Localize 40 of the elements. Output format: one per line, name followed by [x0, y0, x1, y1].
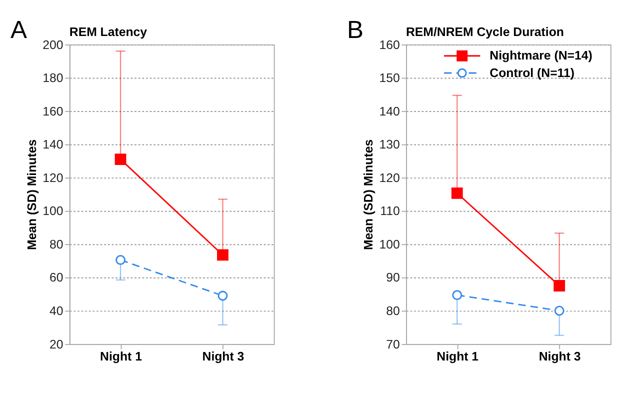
point: [554, 306, 564, 316]
y-tick-label: 160: [42, 104, 64, 118]
y-tick-label: 180: [42, 71, 64, 86]
legend-label: Control (N=11): [490, 66, 574, 80]
text: B: [347, 16, 364, 44]
y-tick-label: 80: [49, 237, 64, 252]
y-tick-label: 120: [379, 170, 400, 185]
x-tick-label: Night 1: [436, 350, 479, 364]
y-tick-label: 130: [379, 138, 400, 152]
text: A: [10, 16, 28, 44]
point: [451, 188, 463, 199]
y-tick-label: 160: [379, 38, 400, 52]
point: [116, 255, 126, 265]
point: [452, 290, 462, 300]
y-tick-label: 110: [380, 204, 400, 218]
y-axis-title: Mean (SD) Minutes: [24, 139, 39, 250]
y-tick-label: 80: [386, 304, 400, 318]
chart-title: REM/NREM Cycle Duration: [406, 24, 564, 39]
y-axis-title: Mean (SD) Minutes: [362, 139, 376, 250]
y-tick-label: 120: [42, 170, 64, 185]
y-tick-label: 100: [379, 237, 400, 252]
y-tick-label: 20: [49, 337, 64, 352]
y-tick-label: 60: [49, 270, 64, 285]
y-tick-label: 140: [42, 138, 64, 152]
point: [114, 154, 126, 165]
point: [218, 290, 228, 301]
y-tick-label: 200: [42, 38, 64, 52]
legend-label: Nightmare (N=14): [490, 48, 592, 63]
y-tick-label: 150: [379, 71, 400, 86]
point: [554, 280, 566, 292]
point: [217, 249, 228, 261]
x-tick-label: Night 3: [538, 350, 581, 364]
x-tick-label: Night 3: [202, 350, 244, 364]
chart-title: REM Latency: [69, 24, 148, 39]
x-tick-label: Night 1: [100, 350, 142, 364]
y-tick-label: 40: [49, 304, 64, 318]
y-tick-label: 70: [386, 337, 400, 352]
y-tick-label: 140: [379, 104, 400, 118]
y-tick-label: 90: [386, 270, 400, 285]
y-tick-label: 100: [42, 204, 64, 218]
